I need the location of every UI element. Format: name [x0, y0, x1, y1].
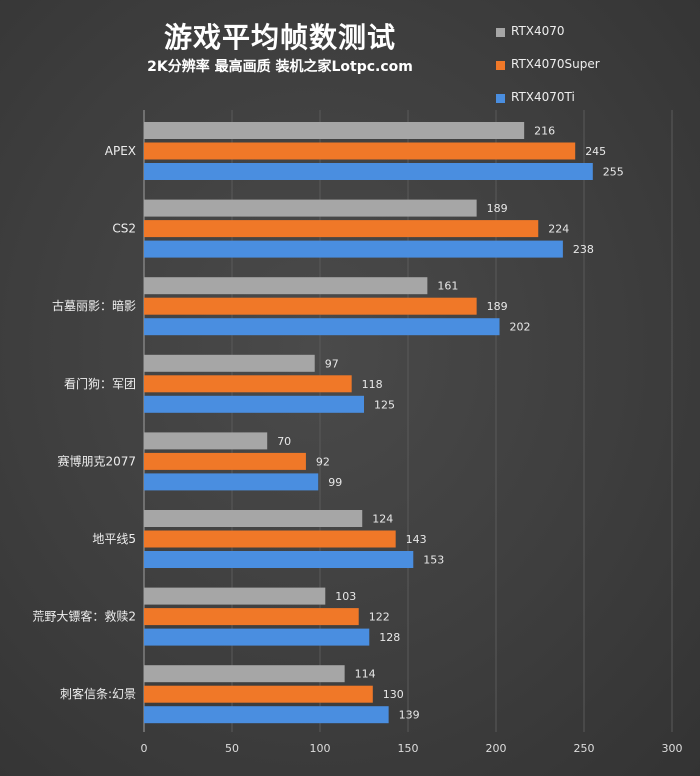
category-label-2: 古墓丽影：暗影: [52, 298, 136, 313]
data-label-1-2: 238: [573, 243, 594, 256]
bar-4-0: [144, 432, 268, 450]
bar-5-1: [144, 530, 396, 548]
legend-label-rtx4070super: RTX4070Super: [511, 57, 600, 71]
chart-subtitle: 2K分辨率 最高画质 装机之家Lotpc.com: [147, 59, 413, 75]
category-label-7: 刺客信条:幻景: [60, 686, 136, 701]
bar-3-2: [144, 395, 364, 413]
data-label-2-0: 161: [437, 280, 458, 293]
legend-swatch-rtx4070ti: [496, 94, 505, 103]
bar-3-1: [144, 375, 352, 393]
data-label-1-1: 224: [548, 223, 569, 236]
bar-0-1: [144, 142, 576, 160]
data-label-4-0: 70: [277, 435, 291, 448]
legend: RTX4070 RTX4070Super RTX4070Ti: [496, 24, 700, 123]
data-label-0-0: 216: [534, 125, 555, 138]
legend-swatch-rtx4070super: [496, 61, 505, 70]
bar-2-0: [144, 277, 428, 295]
data-label-3-2: 125: [374, 398, 395, 411]
data-label-3-1: 118: [362, 378, 383, 391]
data-label-2-2: 202: [510, 321, 531, 334]
category-label-6: 荒野大镖客：救赎2: [32, 609, 136, 624]
data-label-0-2: 255: [603, 166, 624, 179]
bar-0-0: [144, 122, 525, 139]
data-label-4-2: 99: [328, 476, 342, 489]
legend-swatch-rtx4070: [496, 28, 505, 37]
chart-title: 游戏平均帧数测试: [163, 21, 396, 54]
bar-4-1: [144, 452, 306, 470]
bar-3-0: [144, 354, 315, 372]
x-tick-label-6: 300: [662, 742, 683, 755]
data-label-6-2: 128: [379, 631, 400, 644]
category-label-4: 赛博朋克2077: [57, 453, 136, 468]
x-tick-label-2: 100: [310, 742, 331, 755]
bar-2-1: [144, 297, 477, 315]
x-tick-label-1: 50: [225, 742, 239, 755]
data-label-0-1: 245: [585, 145, 606, 158]
data-label-7-2: 139: [399, 709, 420, 722]
data-label-6-1: 122: [369, 611, 390, 624]
bar-5-2: [144, 551, 414, 568]
category-label-3: 看门狗：军团: [64, 376, 136, 391]
data-label-1-0: 189: [487, 202, 508, 215]
x-tick-label-5: 250: [574, 742, 595, 755]
data-label-6-0: 103: [335, 590, 356, 603]
data-label-3-0: 97: [325, 357, 339, 370]
legend-label-rtx4070: RTX4070: [511, 24, 565, 38]
data-label-2-1: 189: [487, 300, 508, 313]
data-label-5-1: 143: [406, 533, 427, 546]
data-label-7-1: 130: [383, 688, 404, 701]
data-label-5-2: 153: [423, 554, 444, 567]
bar-6-2: [144, 628, 370, 646]
bar-1-1: [144, 220, 539, 238]
category-label-5: 地平线5: [92, 532, 136, 546]
category-label-1: CS2: [112, 222, 136, 236]
x-tick-label-4: 200: [486, 742, 507, 755]
legend-item-rtx4070super: RTX4070Super: [496, 57, 700, 74]
bar-7-0: [144, 665, 345, 683]
x-tick-label-0: 0: [141, 742, 148, 755]
bar-1-0: [144, 199, 477, 217]
bar-5-0: [144, 510, 363, 527]
legend-item-rtx4070: RTX4070: [496, 24, 700, 41]
data-label-7-0: 114: [355, 668, 376, 681]
x-tick-label-3: 150: [398, 742, 419, 755]
data-label-5-0: 124: [372, 513, 393, 526]
legend-label-rtx4070ti: RTX4070Ti: [511, 90, 575, 104]
bar-6-1: [144, 608, 359, 626]
bar-7-2: [144, 706, 389, 724]
bar-2-2: [144, 318, 500, 336]
bar-0-2: [144, 163, 593, 180]
bar-4-2: [144, 473, 319, 491]
bar-6-0: [144, 587, 326, 605]
bar-7-1: [144, 685, 373, 703]
legend-item-rtx4070ti: RTX4070Ti: [496, 90, 700, 107]
category-label-0: APEX: [105, 144, 136, 158]
data-label-4-1: 92: [316, 455, 330, 468]
bar-1-2: [144, 240, 563, 258]
